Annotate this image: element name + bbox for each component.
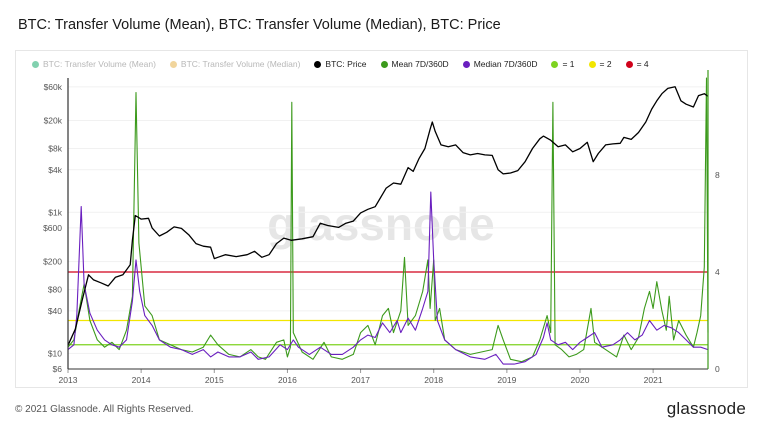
x-tick-label: 2017 <box>351 375 370 385</box>
legend-label: Median 7D/360D <box>473 59 538 69</box>
y-left-tick-label: $1k <box>48 207 62 217</box>
legend-label: = 1 <box>562 59 575 69</box>
x-tick-label: 2013 <box>59 375 78 385</box>
y-left-tick-label: $10 <box>48 348 62 358</box>
legend-item[interactable]: Median 7D/360D <box>462 59 538 69</box>
y-left-tick-label: $40 <box>48 306 62 316</box>
legend-dot-icon <box>169 60 177 68</box>
legend-dot-icon <box>462 60 470 68</box>
y-left-tick-label: $6 <box>53 364 63 374</box>
legend-item[interactable]: BTC: Transfer Volume (Mean) <box>32 59 156 69</box>
x-tick-label: 2019 <box>497 375 516 385</box>
y-right-tick-label: 0 <box>715 364 720 374</box>
legend-label: = 4 <box>636 59 649 69</box>
legend-dot-icon <box>551 60 559 68</box>
y-left-tick-label: $200 <box>43 257 62 267</box>
legend-label: Mean 7D/360D <box>391 59 449 69</box>
chart-panel <box>15 50 748 388</box>
legend-dot-icon <box>380 60 388 68</box>
chart-legend: BTC: Transfer Volume (Mean) BTC: Transfer… <box>32 57 649 71</box>
legend-item[interactable]: = 4 <box>625 59 649 69</box>
y-right-tick-label: 8 <box>715 170 720 180</box>
x-tick-label: 2016 <box>278 375 297 385</box>
y-left-tick-label: $80 <box>48 285 62 295</box>
y-right-tick-label: 4 <box>715 267 720 277</box>
legend-dot-icon <box>625 60 633 68</box>
x-tick-label: 2014 <box>132 375 151 385</box>
legend-label: BTC: Price <box>325 59 367 69</box>
x-tick-label: 2018 <box>424 375 443 385</box>
legend-label: = 2 <box>599 59 612 69</box>
brand-logo[interactable]: glassnode <box>666 399 746 418</box>
y-left-tick-label: $4k <box>48 165 62 175</box>
watermark: glassnode <box>267 198 495 250</box>
btc-price-line <box>67 86 709 346</box>
x-tick-label: 2015 <box>205 375 224 385</box>
legend-item[interactable]: BTC: Transfer Volume (Median) <box>169 59 301 69</box>
x-tick-label: 2020 <box>571 375 590 385</box>
legend-item[interactable]: = 1 <box>551 59 575 69</box>
legend-dot-icon <box>588 60 596 68</box>
legend-dot-icon <box>314 60 322 68</box>
y-left-tick-label: $60k <box>44 82 63 92</box>
y-left-tick-label: $8k <box>48 144 62 154</box>
y-left-tick-label: $20k <box>44 115 63 125</box>
chart-title: BTC: Transfer Volume (Mean), BTC: Transf… <box>18 17 501 33</box>
legend-item[interactable]: Mean 7D/360D <box>380 59 449 69</box>
y-left-tick-label: $600 <box>43 223 62 233</box>
legend-item[interactable]: = 2 <box>588 59 612 69</box>
legend-label: BTC: Transfer Volume (Mean) <box>43 59 156 69</box>
copyright-footer: © 2021 Glassnode. All Rights Reserved. <box>15 404 194 415</box>
median-7d-360d-line <box>67 191 709 365</box>
legend-item[interactable]: BTC: Price <box>314 59 367 69</box>
legend-dot-icon <box>32 60 39 68</box>
legend-label: BTC: Transfer Volume (Median) <box>180 59 301 69</box>
x-tick-label: 2021 <box>644 375 663 385</box>
